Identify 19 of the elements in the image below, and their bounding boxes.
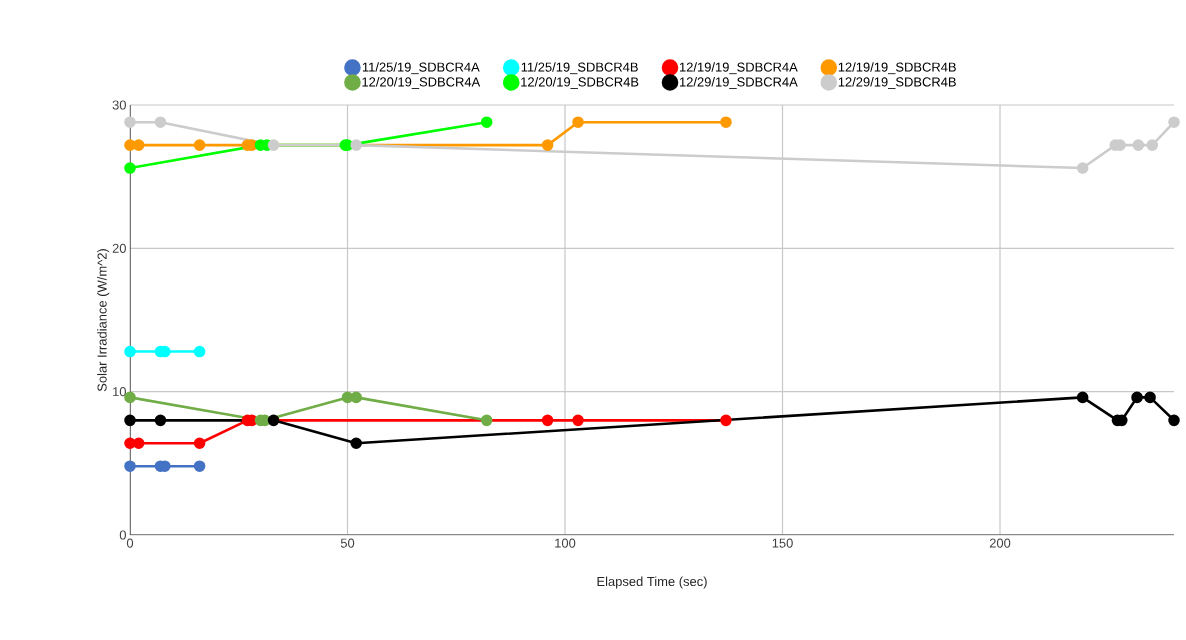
- legend-label: 12/19/19_SDBCR4B: [838, 62, 956, 75]
- legend-label: 11/25/19_SDBCR4A: [362, 62, 480, 75]
- y-axis-title: Solar Irradiance (W/m^2): [97, 249, 110, 392]
- legend-label: 11/25/19_SDBCR4B: [521, 62, 638, 75]
- x-tick-label: 200: [989, 538, 1011, 548]
- x-tick-label: 0: [126, 538, 134, 548]
- x-tick-label: 100: [555, 538, 576, 548]
- legend-label: 12/19/19_SDBCR4A: [679, 62, 798, 75]
- legend-label: 12/29/19_SDBCR4A: [679, 77, 798, 89]
- y-tick-label: 0: [119, 530, 126, 540]
- legend-label: 12/20/19_SDBCR4B: [521, 77, 639, 89]
- x-tick-label: 50: [340, 538, 355, 548]
- y-tick-label: 30: [112, 100, 126, 110]
- y-tick-label: 10: [113, 387, 126, 397]
- legend-label: 12/20/19_SDBCR4A: [362, 77, 481, 89]
- y-tick-label: 20: [112, 243, 126, 253]
- x-axis-title: Elapsed Time (sec): [597, 576, 707, 589]
- legend-label: 12/29/19_SDBCR4B: [838, 77, 956, 89]
- x-tick-label: 150: [772, 538, 793, 548]
